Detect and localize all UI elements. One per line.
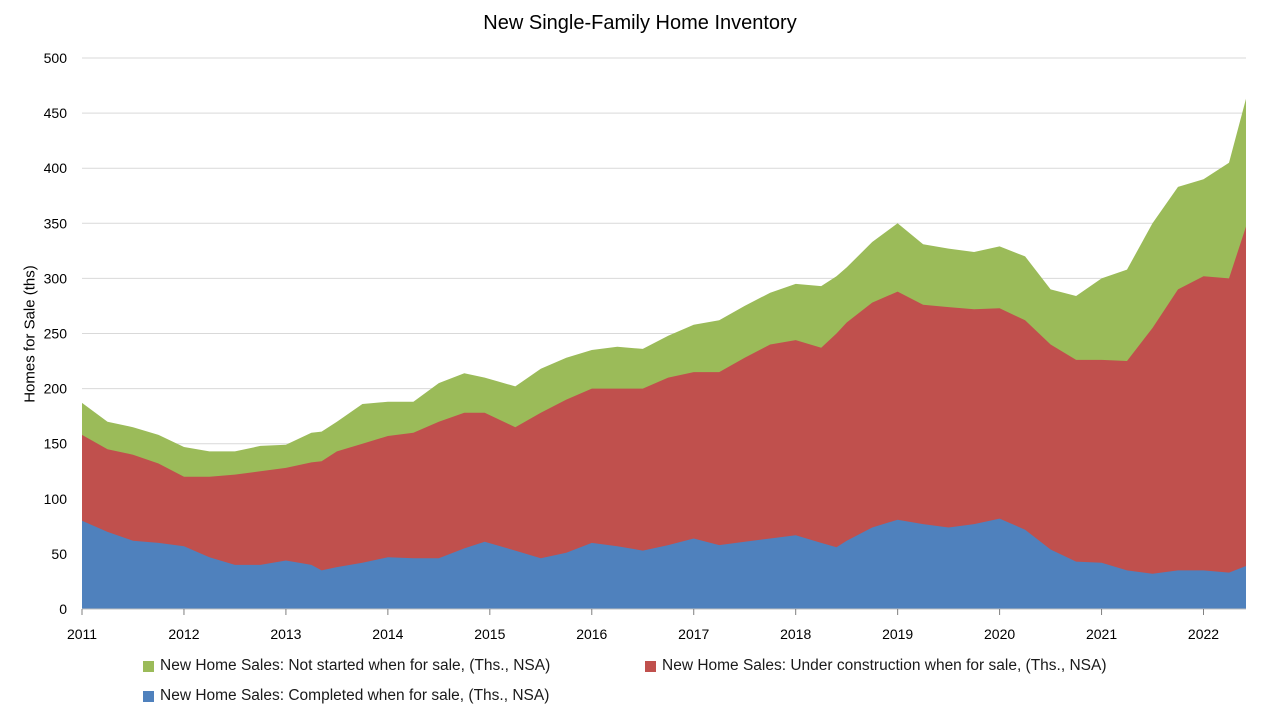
x-tick-label: 2011 <box>67 626 97 642</box>
series-area <box>82 518 1246 609</box>
x-tick-label: 2021 <box>1086 626 1117 642</box>
y-tick-label: 200 <box>44 381 68 397</box>
legend-label: New Home Sales: Completed when for sale,… <box>160 687 550 704</box>
y-tick-label: 300 <box>44 270 68 286</box>
x-tick-label: 2014 <box>372 626 403 642</box>
legend-swatch <box>143 660 154 672</box>
x-tick-label: 2018 <box>780 626 811 642</box>
x-tick-label: 2017 <box>678 626 709 642</box>
legend-item: New Home Sales: Not started when for sal… <box>143 657 550 675</box>
legend-swatch <box>645 660 656 672</box>
y-tick-label: 500 <box>44 50 68 66</box>
legend-label: New Home Sales: Under construction when … <box>662 657 1107 674</box>
legend-swatch <box>143 690 154 702</box>
y-tick-label: 250 <box>44 326 68 342</box>
legend-item: New Home Sales: Completed when for sale,… <box>143 687 549 705</box>
x-tick-label: 2013 <box>270 626 301 642</box>
y-tick-label: 100 <box>44 491 68 507</box>
x-tick-label: 2020 <box>984 626 1015 642</box>
y-tick-label: 50 <box>51 546 67 562</box>
x-tick-label: 2016 <box>576 626 607 642</box>
x-tick-label: 2012 <box>168 626 199 642</box>
y-tick-label: 400 <box>44 160 68 176</box>
legend-label: New Home Sales: Not started when for sal… <box>160 657 551 674</box>
legend-item: New Home Sales: Under construction when … <box>645 657 1107 675</box>
x-tick-label: 2019 <box>882 626 913 642</box>
y-tick-label: 0 <box>59 601 67 617</box>
x-tick-label: 2015 <box>474 626 505 642</box>
y-tick-label: 150 <box>44 436 68 452</box>
series-area <box>82 226 1246 609</box>
chart-title: New Single-Family Home Inventory <box>483 12 797 34</box>
y-tick-label: 350 <box>44 215 68 231</box>
y-tick-label: 450 <box>44 105 68 121</box>
x-tick-label: 2022 <box>1188 626 1219 642</box>
